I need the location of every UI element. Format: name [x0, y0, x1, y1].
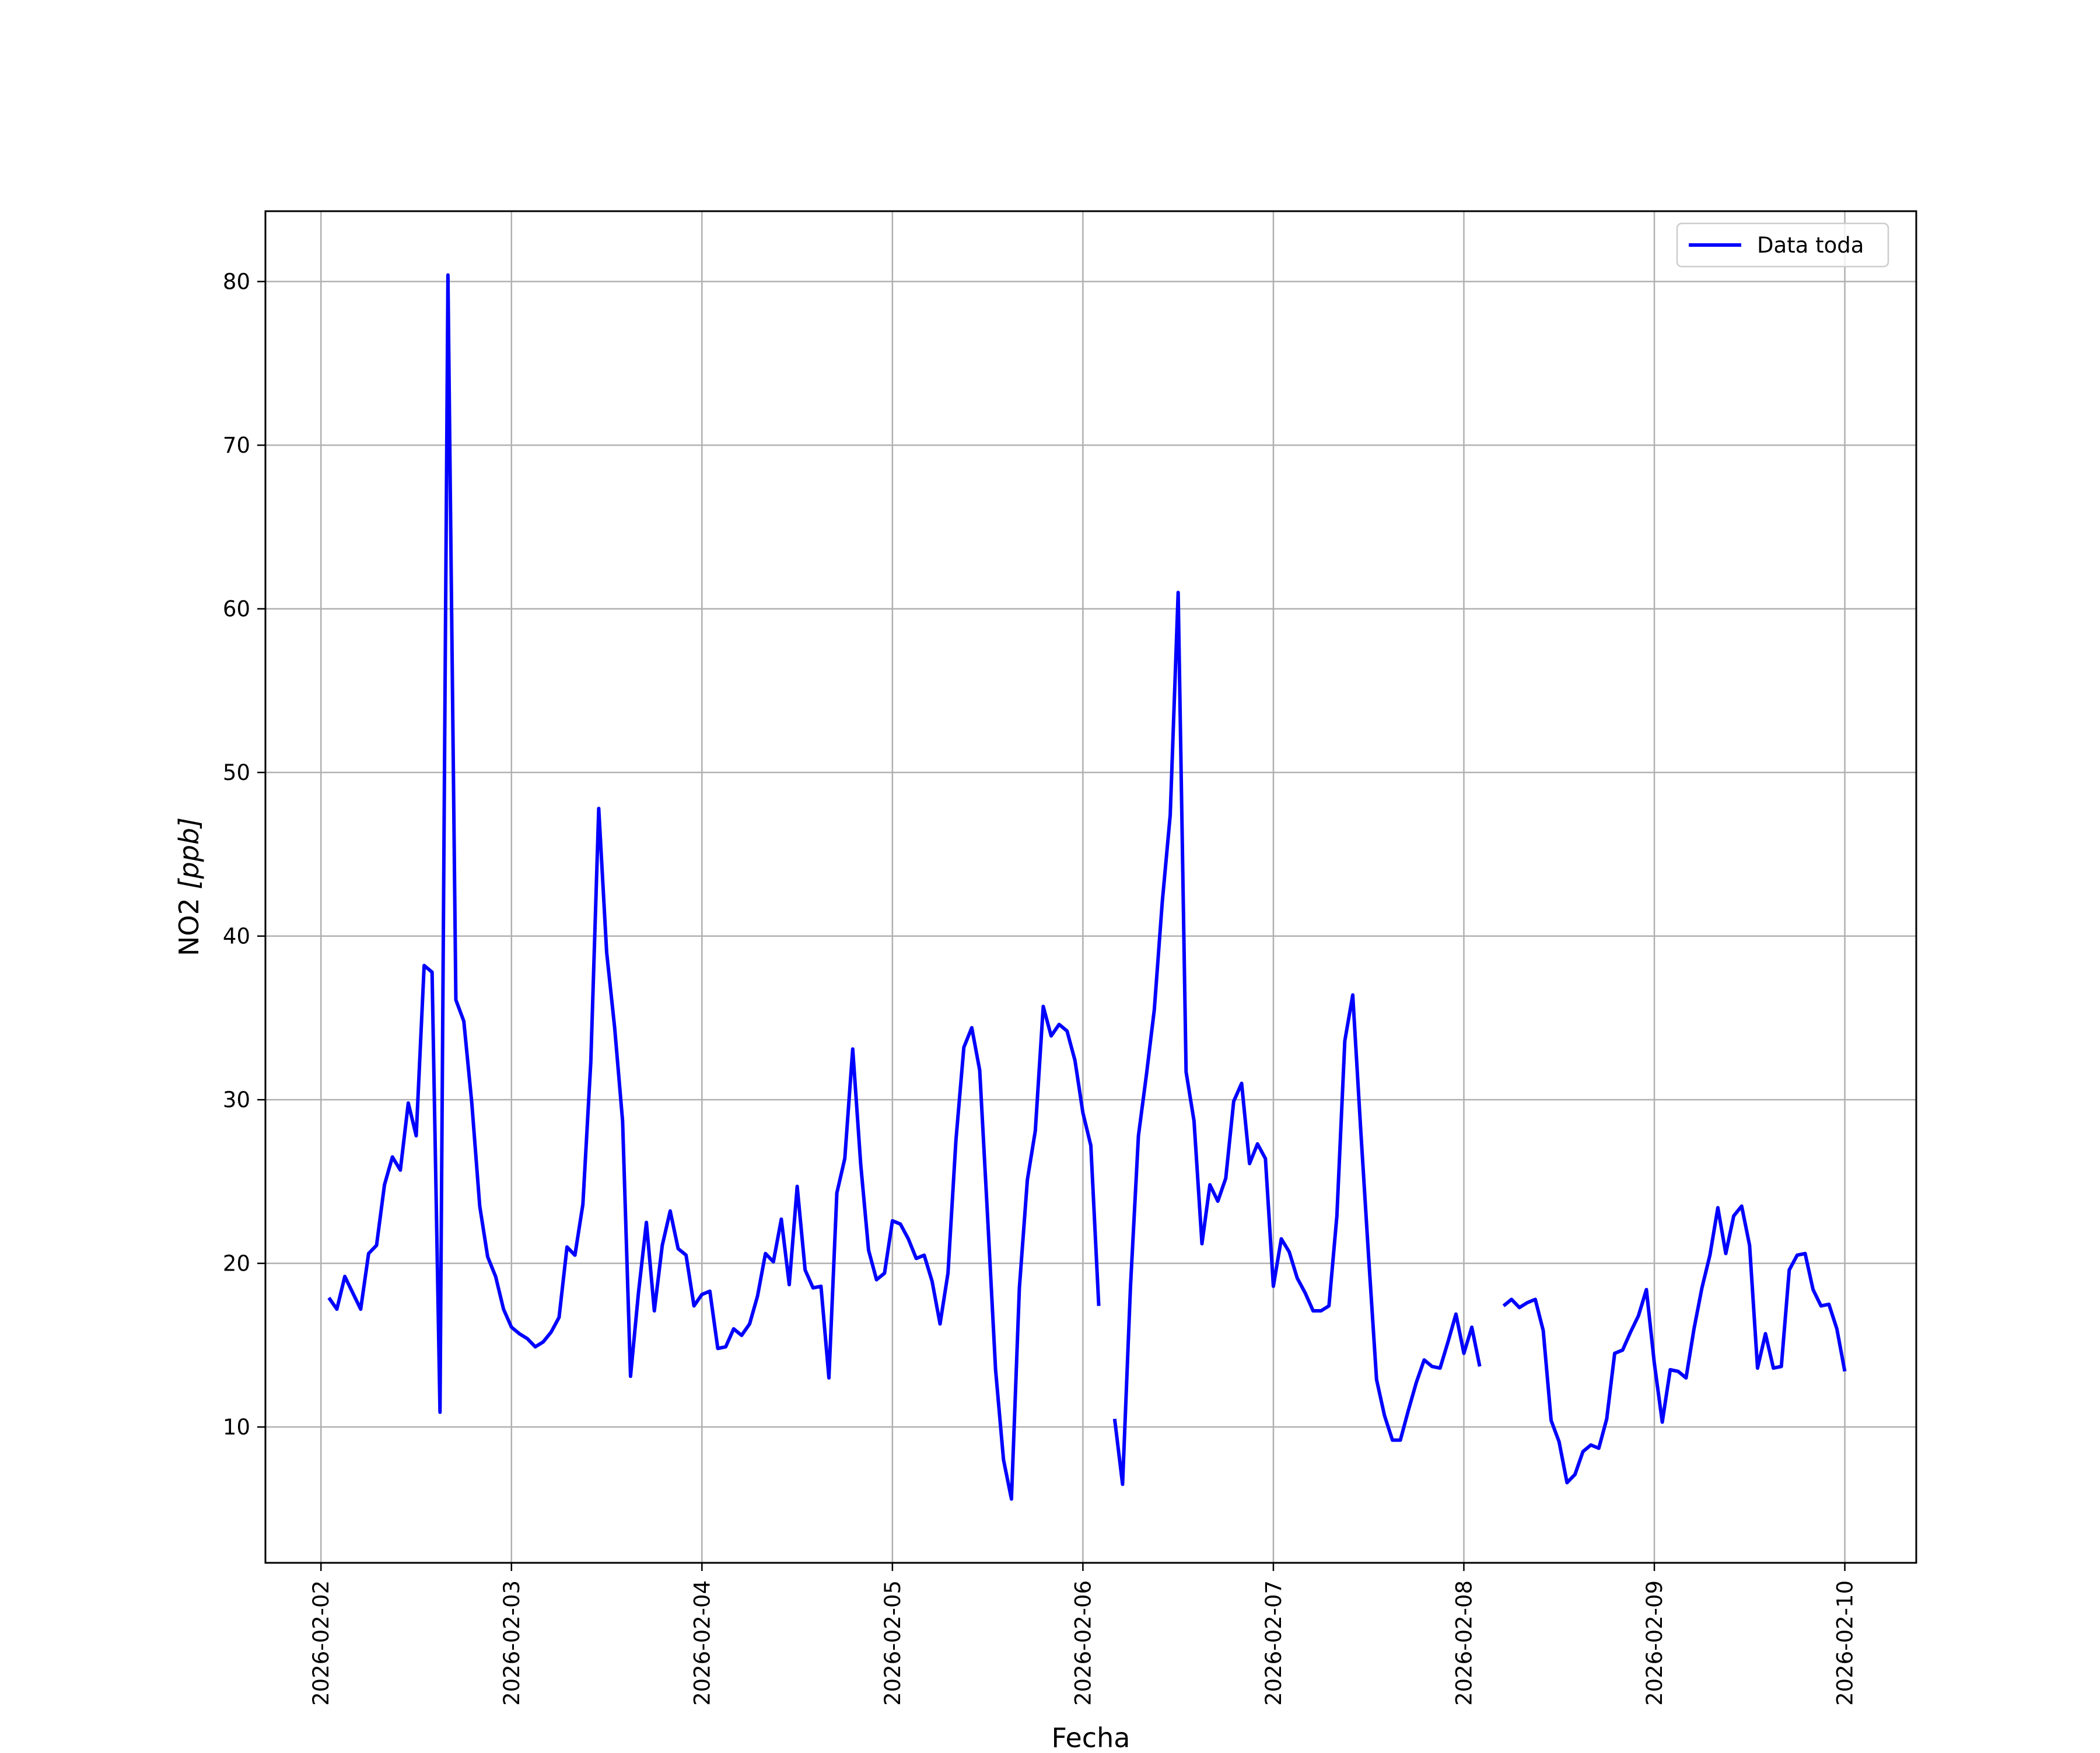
- x-tick-label: 2026-02-09: [1642, 1580, 1667, 1706]
- series-layer: [327, 273, 1847, 1501]
- x-axis-label: Fecha: [1052, 1722, 1130, 1750]
- grid: [265, 211, 1916, 1563]
- y-tick-label: 80: [223, 270, 250, 295]
- y-tick-label: 50: [223, 760, 250, 785]
- x-tick-label: 2026-02-03: [499, 1580, 524, 1706]
- y-axis-ticks: 10 20 30 40 50 60 70 80: [223, 270, 265, 1440]
- y-tick-label: 40: [223, 924, 250, 949]
- x-tick-label: 2026-02-07: [1261, 1580, 1286, 1706]
- x-axis-ticks: 2026-02-02 2026-02-03 2026-02-04 2026-02-05…: [309, 1563, 1858, 1706]
- y-tick-label: 10: [223, 1415, 250, 1440]
- x-tick-label: 2026-02-08: [1451, 1580, 1476, 1706]
- legend-label: Data toda: [1757, 233, 1864, 258]
- y-axis-label-text: NO2: [173, 889, 205, 956]
- y-axis-label: NO2 [ppb]: [173, 817, 205, 956]
- x-tick-label: 2026-02-10: [1833, 1580, 1858, 1706]
- series-line-segment: [1502, 1204, 1847, 1485]
- y-tick-label: 20: [223, 1251, 250, 1276]
- legend: Data toda: [1676, 222, 1889, 268]
- series-line-segment: [1112, 590, 1482, 1486]
- y-tick-label: 70: [223, 433, 250, 458]
- x-tick-label: 2026-02-02: [309, 1580, 334, 1706]
- legend-box: [1676, 222, 1889, 268]
- x-tick-label: 2026-02-06: [1070, 1580, 1096, 1706]
- plot-frame: [264, 210, 1917, 1564]
- y-axis-label-unit: [ppb]: [173, 817, 205, 890]
- y-tick-label: 60: [223, 597, 250, 622]
- series-line-segment: [327, 273, 1101, 1501]
- x-tick-label: 2026-02-04: [690, 1580, 715, 1706]
- x-tick-label: 2026-02-05: [880, 1580, 905, 1706]
- y-tick-label: 30: [223, 1087, 250, 1112]
